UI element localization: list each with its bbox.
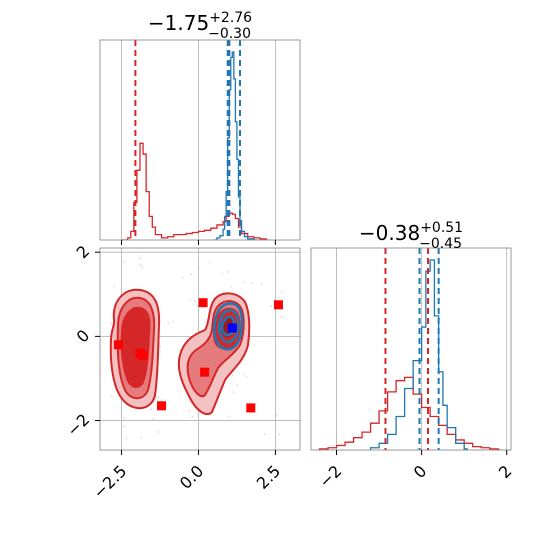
bottom-right-frame xyxy=(310,247,512,451)
scatter-dot xyxy=(198,266,200,269)
top-left-histograms xyxy=(121,40,270,240)
scatter-dot xyxy=(193,300,196,302)
scatter-dot xyxy=(157,431,159,433)
scatter-dot xyxy=(160,399,163,402)
scatter-dot xyxy=(110,394,113,397)
contour-left-mode xyxy=(109,288,161,410)
top-left-title-main: −1.75 xyxy=(148,11,209,35)
bottom-left-contours xyxy=(109,257,283,440)
scatter-dot xyxy=(190,273,192,276)
x-tick-label: −2 xyxy=(315,461,345,491)
scatter-dot xyxy=(245,375,248,378)
scatter-dot xyxy=(263,433,266,436)
scatter-dot xyxy=(278,433,280,436)
bottom-right-ticks: −2 0 2 xyxy=(315,450,516,492)
red-square-marker xyxy=(198,298,208,308)
red-square-marker xyxy=(273,300,283,310)
scatter-dot xyxy=(139,263,142,266)
blue-square-marker xyxy=(227,323,237,333)
scatter-dot xyxy=(139,436,142,439)
scatter-dot xyxy=(140,266,143,269)
scatter-dot xyxy=(243,373,246,376)
red-histogram xyxy=(121,142,270,240)
scatter-dot xyxy=(188,409,190,412)
scatter-dot xyxy=(125,437,127,440)
bottom-right-title-main: −0.38 xyxy=(359,221,420,245)
x-tick-label: 2 xyxy=(495,461,516,482)
scatter-dot xyxy=(236,384,239,386)
scatter-dot xyxy=(270,305,273,308)
red-square-marker xyxy=(246,403,256,413)
top-left-grid xyxy=(121,40,276,240)
scatter-dot xyxy=(110,322,113,325)
marker-points xyxy=(113,298,283,413)
scatter-dot xyxy=(181,276,184,279)
top-left-title: −1.75+2.76 −0.30 xyxy=(148,10,252,42)
scatter-dot xyxy=(138,257,141,260)
bottom-right-title-sup: +0.51 xyxy=(420,220,463,236)
scatter-dot xyxy=(123,260,126,263)
top-left-frame xyxy=(99,39,301,241)
scatter-dot xyxy=(281,291,283,294)
x-tick-label: −2.5 xyxy=(89,461,130,502)
scatter-dot xyxy=(242,281,245,283)
panel-bottom-right-histogram: −2 0 2 −0.38+0.51 −0.45 xyxy=(310,220,516,492)
scatter-dot xyxy=(156,300,159,302)
scatter-dot xyxy=(172,320,175,323)
bottom-left-frame xyxy=(99,247,301,451)
x-tick-label: 0 xyxy=(410,461,431,482)
red-square-marker xyxy=(113,340,123,350)
bottom-right-title-sub: −0.45 xyxy=(419,236,462,252)
scatter-dot xyxy=(150,408,153,411)
panel-bottom-left-contour: −2.5 0.0 2.5 −2 0 2 xyxy=(63,242,301,503)
contour-blue xyxy=(213,302,244,351)
scatter-dot xyxy=(221,272,224,275)
scatter-dot xyxy=(227,415,230,418)
top-left-title-sub: −0.30 xyxy=(208,26,251,42)
top-left-ticks xyxy=(121,240,276,245)
scatter-dot xyxy=(260,283,263,286)
scatter-dot xyxy=(191,415,194,418)
scatter-dot xyxy=(123,425,126,428)
y-tick-label: 2 xyxy=(73,242,94,263)
y-tick-label: −2 xyxy=(63,410,93,440)
bottom-right-title: −0.38+0.51 −0.45 xyxy=(359,220,463,252)
scatter-dot xyxy=(281,316,283,319)
scatter-dot xyxy=(227,271,230,273)
scatter-dot xyxy=(275,413,278,416)
scatter-dot xyxy=(232,391,235,394)
scatter-dot xyxy=(113,285,116,288)
scatter-dot xyxy=(230,285,232,288)
contour-right-mode xyxy=(177,292,251,416)
x-tick-label: 0.0 xyxy=(176,461,207,492)
scatter-dot xyxy=(159,345,162,348)
panel-top-left-histogram: −1.75+2.76 −0.30 xyxy=(99,10,301,245)
blue-histogram xyxy=(213,51,257,240)
scatter-dot xyxy=(123,417,126,419)
scatter-dot xyxy=(231,374,234,377)
red-square-marker xyxy=(157,401,167,411)
y-tick-label: 0 xyxy=(73,326,94,347)
scatter-dot xyxy=(157,396,160,399)
scatter-dot xyxy=(251,281,254,284)
red-square-marker xyxy=(200,367,210,377)
red-square-marker xyxy=(138,350,148,360)
bottom-right-histograms xyxy=(318,248,502,450)
scatter-dot xyxy=(189,299,192,302)
top-left-title-sup: +2.76 xyxy=(209,10,252,26)
scatter-dot xyxy=(208,261,211,264)
x-tick-label: 2.5 xyxy=(253,461,284,492)
scatter-dot xyxy=(152,418,154,420)
scatter-dot xyxy=(167,322,170,324)
bottom-left-ticks: −2.5 0.0 2.5 −2 0 2 xyxy=(63,242,284,503)
